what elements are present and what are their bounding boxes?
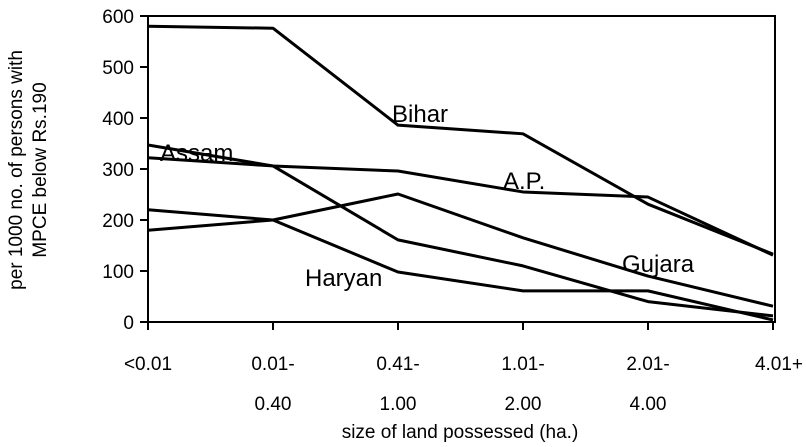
x-tick-label: 0.41- 1.00 [376, 354, 419, 415]
x-tick-label-line: 1.01- [501, 354, 544, 375]
series-line [147, 192, 774, 308]
y-tick-label: 300 [102, 160, 134, 181]
x-tick-label-line: 0.01- [251, 354, 294, 375]
y-axis-label-line: MPCE below Rs.190 [30, 82, 51, 257]
x-tick-label: 1.01- 2.00 [501, 354, 544, 415]
series-label: Gujara [622, 251, 695, 278]
y-tick-label: 100 [102, 262, 134, 283]
series-label: A.P. [503, 168, 545, 195]
series-label: Assam [160, 140, 233, 167]
y-tick-label: 200 [102, 211, 134, 232]
x-axis-label: size of land possessed (ha.) [342, 422, 579, 443]
series-line [147, 156, 774, 257]
x-tick-label: 0.01- 0.40 [251, 354, 294, 415]
series-line [147, 208, 774, 322]
x-tick-label-line: 4.01+ [755, 354, 803, 375]
series-line [147, 24, 774, 256]
y-tick-label: 500 [102, 58, 134, 79]
y-axis-label-line: per 1000 no. of persons with [6, 50, 27, 290]
x-tick-label-line: 0.41- [376, 354, 419, 375]
y-tick-label: 600 [102, 7, 134, 28]
x-tick-label-line: 1.00 [380, 394, 417, 415]
y-axis-label: per 1000 no. of persons with MPCE below R… [6, 50, 51, 290]
y-tick-label: 0 [123, 313, 134, 334]
x-tick-label-line: 2.00 [505, 394, 542, 415]
x-tick-label: 4.01+ [755, 354, 803, 375]
series-label: Bihar [392, 101, 448, 128]
x-tick-label: 2.01- 4.00 [626, 354, 669, 415]
series-label: Haryan [305, 265, 382, 292]
series-line [147, 143, 774, 318]
x-tick-label: <0.01 [124, 354, 172, 375]
y-tick-label: 400 [102, 109, 134, 130]
x-tick-label-line: 0.40 [255, 394, 292, 415]
x-tick-label-line: <0.01 [124, 354, 172, 375]
x-tick-label-line: 4.00 [630, 394, 667, 415]
x-tick-label-line: 2.01- [626, 354, 669, 375]
